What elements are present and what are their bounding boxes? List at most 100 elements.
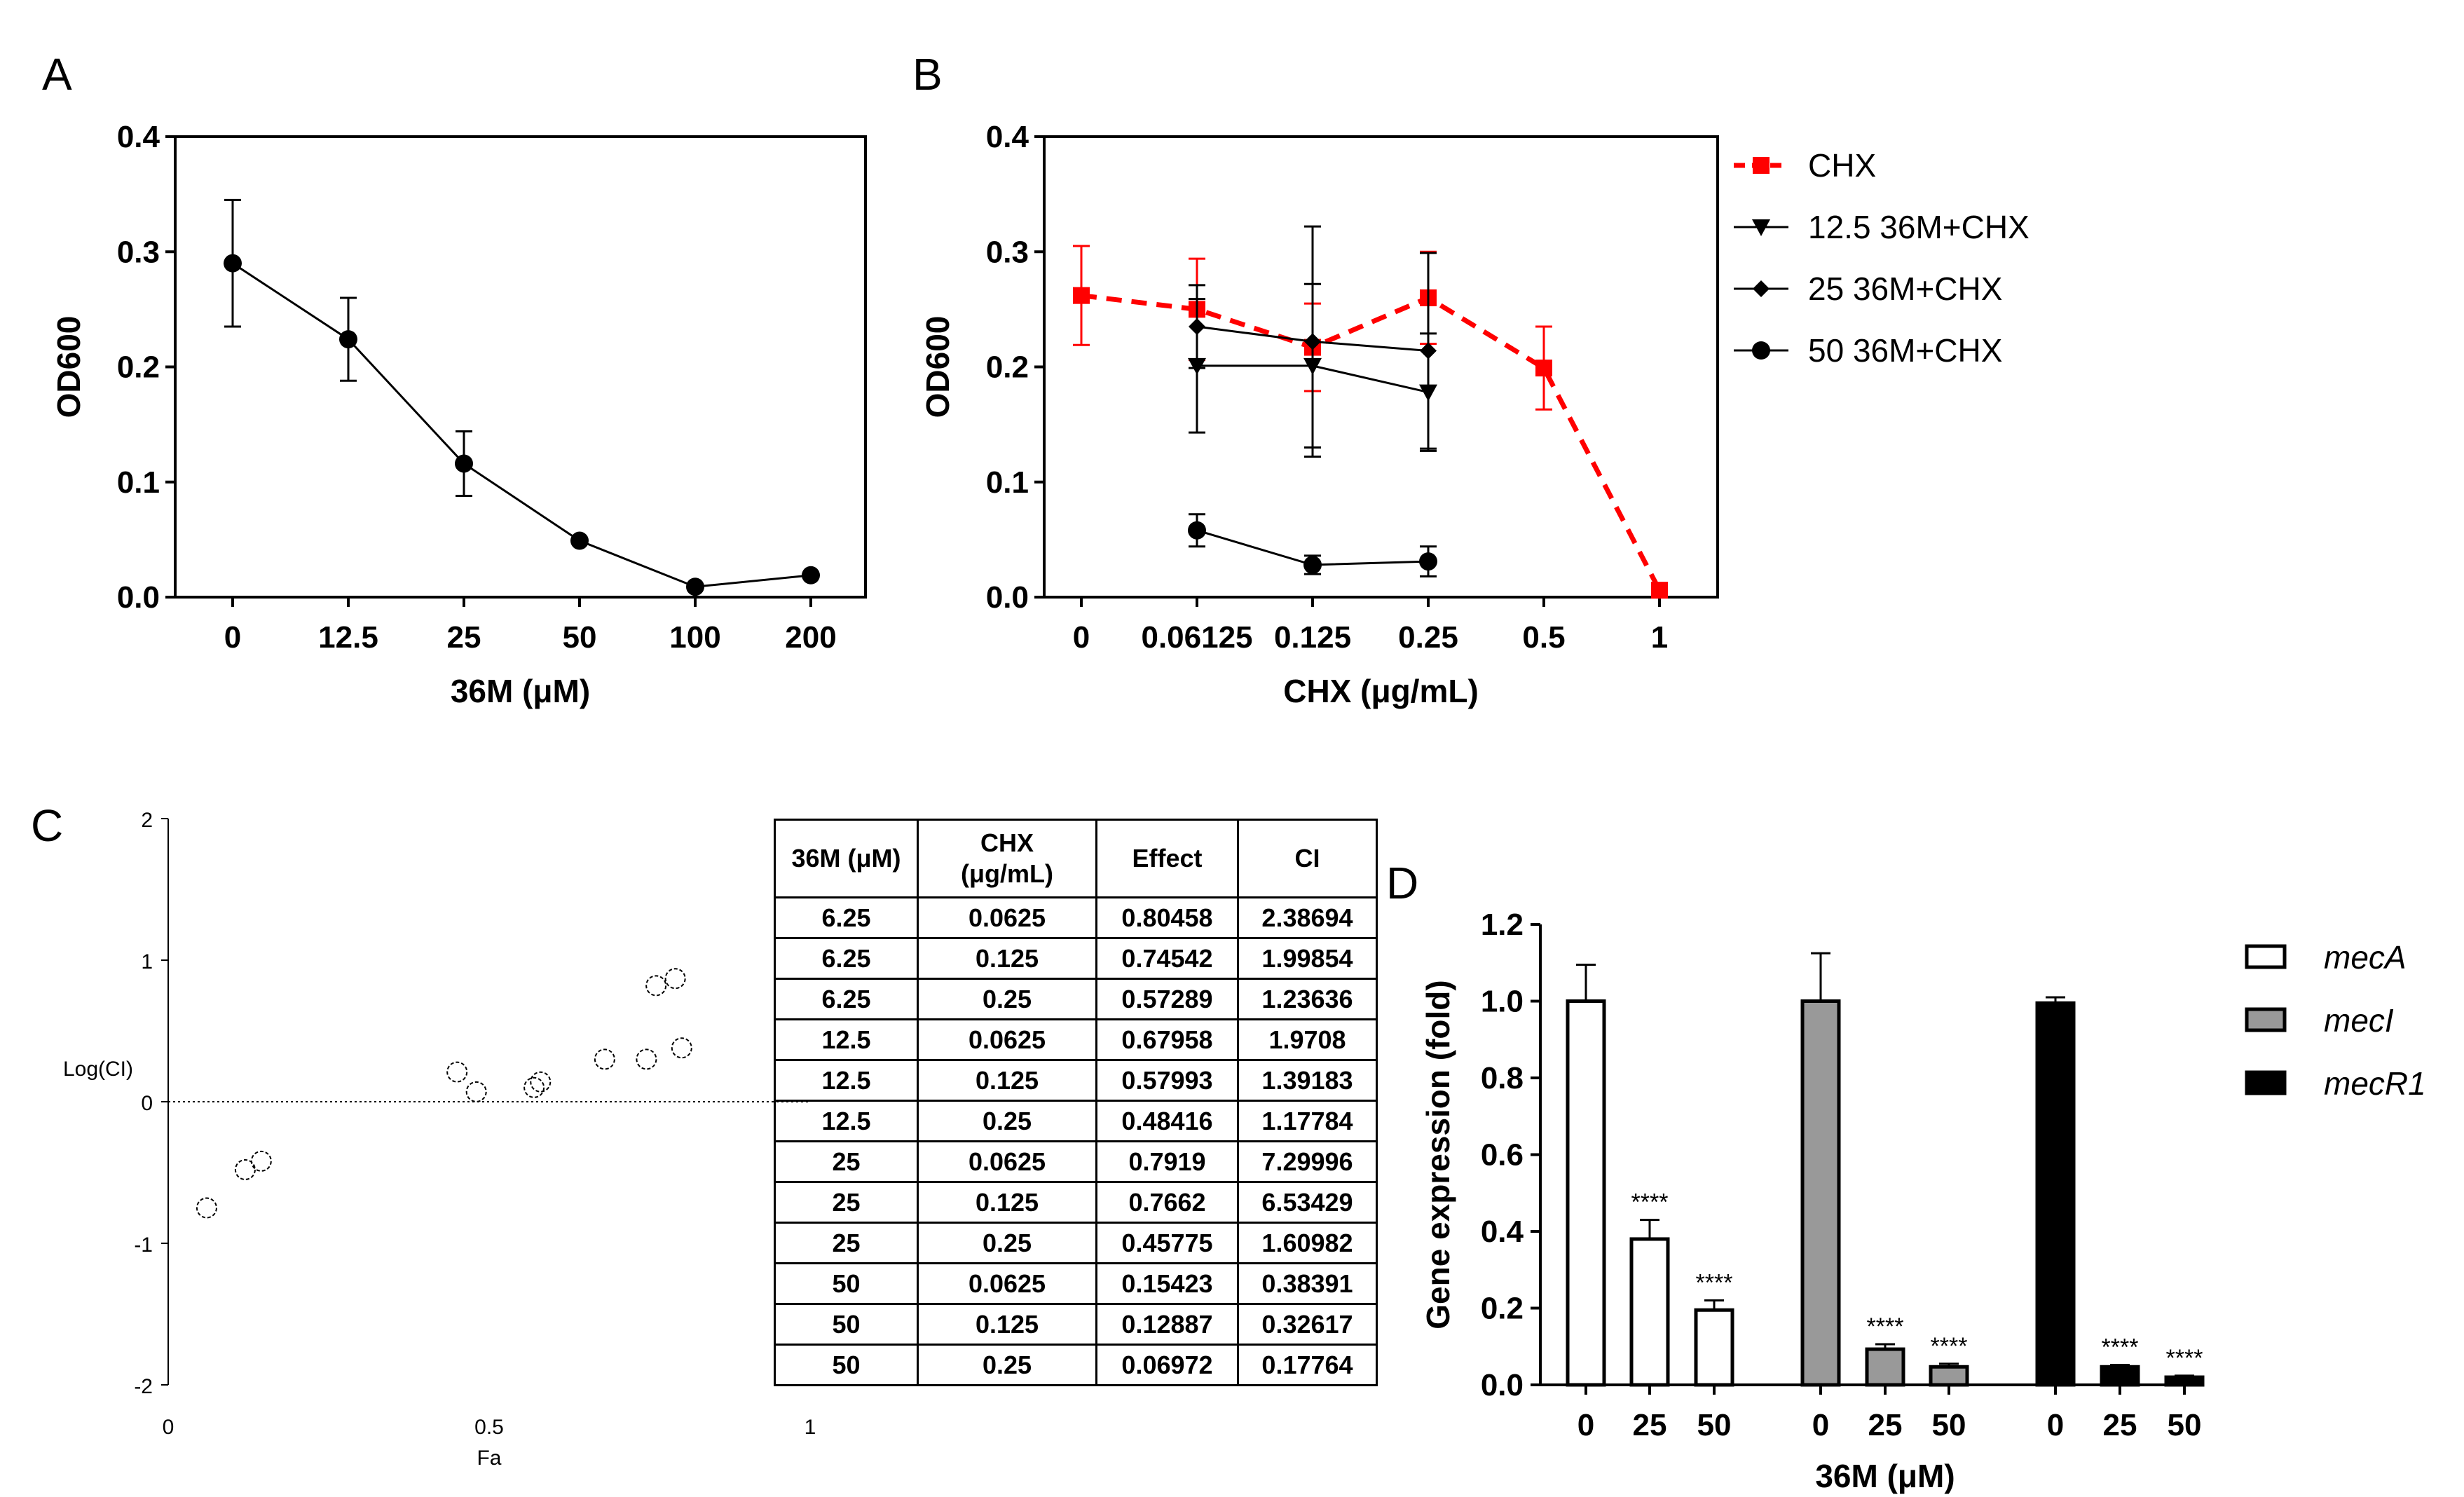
table-row: 25 0.25 0.45775 1.60982 xyxy=(774,1222,1378,1264)
table-row: 25 0.125 0.7662 6.53429 xyxy=(774,1181,1378,1224)
data-point xyxy=(664,968,686,990)
bar xyxy=(1800,999,1841,1387)
table-cell: 0.25 xyxy=(917,1222,1097,1264)
data-point xyxy=(1189,318,1205,336)
legend-item: 25 36M+CHX xyxy=(1734,271,2002,307)
table-cell: 25 xyxy=(774,1222,919,1264)
legend-label: mecI xyxy=(2324,1002,2394,1039)
x-tick-label: 0.25 xyxy=(1398,620,1458,655)
table-header-text: CHX xyxy=(980,828,1034,857)
series-36m xyxy=(224,198,820,596)
table-cell: 12.5 xyxy=(774,1100,919,1142)
table-cell: 0.12887 xyxy=(1095,1303,1239,1346)
table-cell: 0.15423 xyxy=(1095,1262,1239,1305)
significance-label: **** xyxy=(2102,1334,2139,1361)
panel-d-chart: 0.0 0.2 0.4 0.6 0.8 1.0 1.2 Gene expression (fo… xyxy=(1420,908,2426,1494)
table-cell: 50 xyxy=(774,1344,919,1386)
x-axis-label: 36M (μM) xyxy=(1815,1458,1955,1494)
table-cell: 6.53429 xyxy=(1237,1181,1378,1224)
x-tick-label: 0 xyxy=(163,1416,174,1439)
x-axis-label: 36M (μM) xyxy=(451,673,590,709)
legend-item: CHX xyxy=(1734,147,1876,184)
table-header-text: (μg/mL) xyxy=(961,859,1053,888)
series-chx xyxy=(1073,245,1668,599)
table-cell: 0.0625 xyxy=(917,896,1097,939)
x-tick-label: 25 xyxy=(1868,1408,1903,1442)
data-point xyxy=(250,1150,272,1172)
table-cell: 7.29996 xyxy=(1237,1140,1378,1183)
legend-label: mecR1 xyxy=(2324,1065,2426,1102)
data-point xyxy=(339,330,357,349)
table-cell: 0.125 xyxy=(917,1303,1097,1346)
table-cell: 0.67958 xyxy=(1095,1018,1239,1061)
legend-item: mecA xyxy=(2245,939,2407,976)
x-tick-label: 100 xyxy=(669,620,720,655)
panel-a-chart: 0.0 0.1 0.2 0.3 0.4 0 12.5 25 50 100 200 36M (μM) OD… xyxy=(50,120,867,709)
panel-label-c: C xyxy=(31,800,63,851)
y-tick-label: 0.1 xyxy=(117,465,160,500)
table-row: 50 0.0625 0.15423 0.38391 xyxy=(774,1262,1378,1305)
table-cell: 1.39183 xyxy=(1237,1059,1378,1102)
table-cell: 0.45775 xyxy=(1095,1222,1239,1264)
data-point xyxy=(802,566,820,585)
x-tick-label: 0 xyxy=(1073,620,1090,655)
data-point xyxy=(446,1061,468,1083)
plot-frame xyxy=(174,135,867,599)
x-tick-label: 25 xyxy=(447,620,481,655)
legend-item: 50 36M+CHX xyxy=(1734,332,2002,369)
table-cell: 0.25 xyxy=(917,978,1097,1020)
data-point xyxy=(1651,582,1668,599)
legend-item: mecR1 xyxy=(2245,1065,2426,1102)
data-point xyxy=(234,1158,256,1180)
x-tick-label: 25 xyxy=(1633,1408,1667,1442)
bar xyxy=(2100,1365,2140,1387)
table-header-cell: Effect xyxy=(1095,819,1239,898)
y-tick-label: 0.6 xyxy=(1481,1138,1524,1173)
y-tick-label: 0.1 xyxy=(986,465,1029,500)
table-cell: 1.60982 xyxy=(1237,1222,1378,1264)
bar xyxy=(1694,1308,1734,1387)
legend-marker xyxy=(1752,341,1770,360)
table-cell: 0.48416 xyxy=(1095,1100,1239,1142)
x-tick-label: 1 xyxy=(805,1416,816,1439)
legend-label: 50 36M+CHX xyxy=(1808,332,2002,369)
table-row: 25 0.0625 0.7919 7.29996 xyxy=(774,1140,1378,1183)
y-tick-label: 1 xyxy=(141,950,153,973)
table-row: 6.25 0.125 0.74542 1.99854 xyxy=(774,937,1378,980)
table-cell: 6.25 xyxy=(774,978,919,1020)
data-point xyxy=(465,1081,487,1102)
legend-marker xyxy=(1752,219,1770,236)
y-tick-label: 2 xyxy=(141,809,153,832)
legend-swatch xyxy=(2245,1070,2287,1095)
y-axis-label: OD600 xyxy=(919,316,956,418)
table-cell: 1.23636 xyxy=(1237,978,1378,1020)
series-mecr1: 0 **** 25 **** 50 xyxy=(2035,996,2205,1442)
data-point xyxy=(686,577,704,596)
table-row: 6.25 0.0625 0.80458 2.38694 xyxy=(774,896,1378,939)
data-point xyxy=(1419,552,1437,571)
table-cell: 6.25 xyxy=(774,937,919,980)
table-cell: 25 xyxy=(774,1140,919,1183)
legend-marker xyxy=(1753,157,1770,174)
y-tick-label: 0.4 xyxy=(1481,1215,1524,1249)
y-tick-label: 0.4 xyxy=(117,120,160,154)
x-axis-label: Fa xyxy=(477,1447,501,1470)
legend: mecA mecI mecR1 xyxy=(2245,939,2426,1102)
bar xyxy=(2164,1375,2205,1387)
panel-c-chart: -2 -1 0 1 2 0 0.5 1 Fa Log(CI) xyxy=(63,809,816,1470)
series-line xyxy=(232,262,812,588)
table-header-cell: CI xyxy=(1237,819,1378,898)
legend-item: mecI xyxy=(2245,1002,2394,1039)
data-point xyxy=(594,1048,615,1070)
x-axis-label: CHX (μg/mL) xyxy=(1283,673,1479,709)
data-point xyxy=(530,1071,552,1093)
bar xyxy=(1929,1365,1969,1387)
y-tick-label: 0.2 xyxy=(986,350,1029,385)
bar xyxy=(2035,1001,2076,1387)
table-cell: 25 xyxy=(774,1181,919,1224)
data-point xyxy=(1420,342,1437,360)
legend-label: 25 36M+CHX xyxy=(1808,271,2002,307)
x-tick-label: 0.125 xyxy=(1274,620,1351,655)
table-cell: 12.5 xyxy=(774,1018,919,1061)
table-header-cell: CHX (μg/mL) xyxy=(917,819,1097,898)
